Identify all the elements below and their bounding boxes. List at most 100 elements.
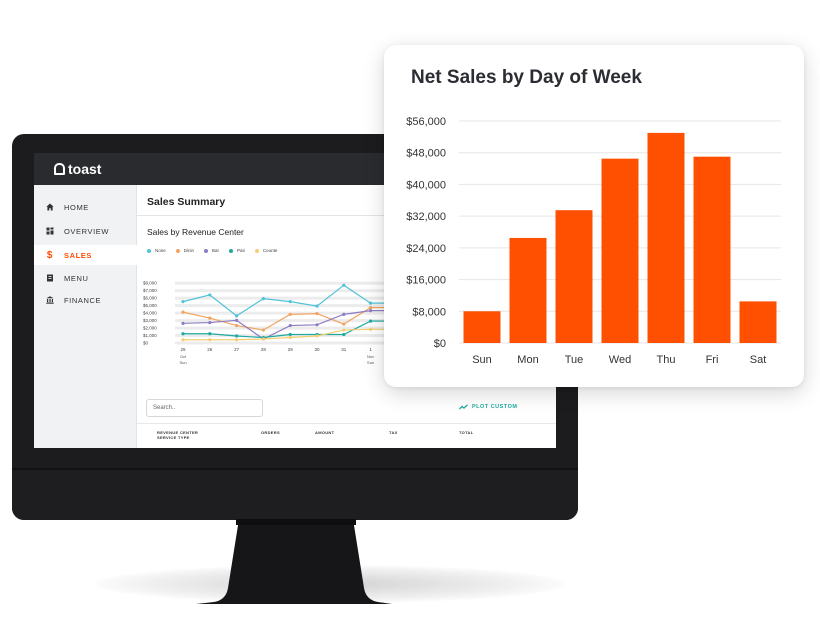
legend-item[interactable]: Bar: [204, 248, 219, 253]
series-point: [181, 321, 185, 325]
x-tick-sublabel: Sun: [367, 360, 374, 365]
x-tick-label: Thu: [657, 354, 676, 366]
legend-label: Counte: [262, 248, 278, 253]
series-point: [208, 338, 212, 342]
plot-custom-button[interactable]: PLOT CUSTOM: [459, 404, 517, 410]
legend-item[interactable]: Pati: [229, 248, 245, 253]
legend-item[interactable]: Counte: [254, 248, 278, 253]
sidebar: HOME OVERVIEW $ SALES MENU FINANCE: [34, 185, 137, 448]
series-point: [181, 300, 185, 304]
series-point: [208, 332, 212, 336]
toast-logo-icon: [54, 163, 65, 175]
legend-label: Pati: [237, 248, 245, 253]
bar-thu: [647, 132, 685, 343]
y-tick-label: $8,000: [143, 281, 157, 286]
y-tick-label: $0: [143, 341, 149, 346]
series-point: [208, 320, 212, 325]
series-point: [181, 332, 185, 336]
series-point: [235, 314, 239, 318]
table-header-tax[interactable]: TAX: [389, 430, 398, 435]
table-header-total[interactable]: TOTAL: [459, 430, 474, 435]
gridline: [175, 334, 429, 338]
x-tick-label: 27: [234, 347, 240, 352]
sidebar-item-label: SALES: [64, 250, 93, 260]
table-header-revenue-center[interactable]: REVENUE CENTER SERVICE TYPE: [157, 430, 199, 440]
y-tick-label: $40,000: [406, 179, 446, 191]
gridline: [175, 304, 429, 308]
page-title: Sales Summary: [147, 196, 226, 208]
x-tick-label: Sun: [472, 354, 492, 366]
legend-label: Dinin: [183, 248, 195, 253]
monitor-chin-line: [12, 468, 578, 470]
sidebar-item-sales[interactable]: $ SALES: [34, 245, 137, 265]
toast-logo[interactable]: toast: [54, 161, 101, 177]
series-point: [288, 335, 292, 340]
sidebar-item-finance[interactable]: FINANCE: [34, 290, 137, 310]
series-point: [315, 334, 319, 338]
gridline: [175, 311, 429, 315]
series-point: [369, 306, 373, 310]
series-point: [369, 301, 373, 305]
x-tick-label: 28: [261, 347, 267, 352]
net-sales-bar-chart: $0 $8,000 $16,000 $24,000 $32,000 $40,000 $48,…: [406, 116, 781, 366]
x-tick-sublabel: Oct: [180, 354, 187, 359]
gridline: [175, 319, 429, 323]
series-point: [369, 309, 373, 313]
sidebar-item-label: HOME: [64, 202, 89, 212]
gridline: [175, 326, 429, 330]
dollar-icon: $: [46, 249, 54, 261]
legend-item[interactable]: Dinin: [175, 248, 195, 253]
y-tick-label: $8,000: [412, 306, 446, 318]
x-tick-label: 29: [288, 347, 294, 352]
y-tick-label: $0: [434, 338, 446, 350]
series-point: [342, 312, 346, 316]
legend-label: Bar: [212, 248, 220, 253]
bar-sat: [739, 301, 777, 343]
sidebar-item-home[interactable]: HOME: [34, 197, 137, 217]
x-tick-label: 31: [341, 347, 347, 352]
x-tick-label: 1: [369, 347, 372, 352]
series-point: [235, 323, 239, 328]
series-point: [208, 293, 212, 297]
series-point: [342, 283, 346, 287]
series-point: [288, 312, 292, 316]
bar-mon: [509, 237, 547, 343]
series-point: [369, 319, 373, 323]
x-tick-label: 25: [180, 347, 186, 352]
series-point: [288, 300, 292, 304]
table-header-orders[interactable]: ORDERS: [261, 430, 280, 435]
search-input[interactable]: Search..: [146, 399, 263, 417]
gridline: [175, 281, 429, 285]
legend-swatch: [147, 248, 151, 253]
x-tick-sublabel: Nov: [367, 354, 374, 359]
bar-sun: [463, 311, 501, 343]
x-tick-label: Tue: [565, 354, 584, 366]
sidebar-item-overview[interactable]: OVERVIEW: [34, 221, 137, 241]
sidebar-item-label: OVERVIEW: [64, 226, 110, 236]
x-tick-label: Mon: [517, 354, 538, 366]
gridline: [175, 289, 429, 293]
series-point: [369, 327, 373, 331]
y-tick-label: $3,000: [143, 318, 157, 323]
sidebar-item-label: FINANCE: [64, 295, 102, 305]
monitor-shadow: [95, 565, 565, 603]
y-tick-label: $1,000: [143, 333, 157, 338]
y-tick-label: $5,000: [143, 303, 157, 308]
series-point: [261, 337, 265, 341]
legend-item[interactable]: None: [147, 248, 166, 253]
y-tick-label: $32,000: [406, 211, 446, 223]
plot-custom-label: PLOT CUSTOM: [472, 404, 518, 410]
series-point: [181, 338, 185, 342]
sales-by-revenue-center-chart: $8,000 $7,000 $6,000 $5,000 $4,000 $3,000 $2,0…: [143, 281, 429, 365]
table-header-amount[interactable]: AMOUNT: [315, 430, 335, 435]
monitor-chin: [12, 470, 578, 520]
mini-chart-legend: None Dinin Bar Pati Counte: [147, 248, 277, 253]
legend-label: None: [155, 248, 166, 253]
x-tick-label: 26: [207, 347, 213, 352]
series-point: [235, 338, 239, 342]
series-point: [208, 316, 212, 320]
sidebar-item-menu[interactable]: MENU: [34, 268, 137, 288]
series-point: [315, 323, 319, 327]
card-title: Net Sales by Day of Week: [411, 67, 642, 88]
sidebar-item-label: MENU: [64, 273, 89, 283]
